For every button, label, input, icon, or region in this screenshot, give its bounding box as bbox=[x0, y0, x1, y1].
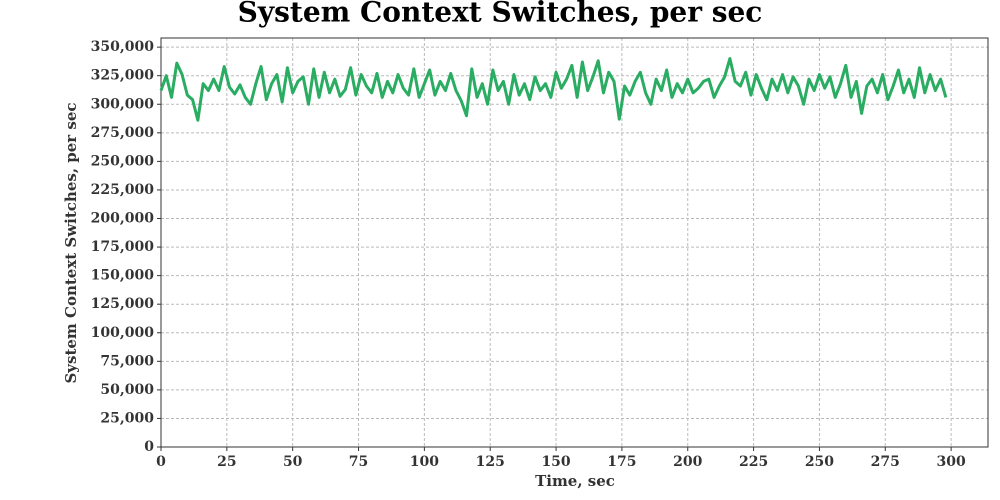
y-tick-label: 25,000 bbox=[100, 410, 154, 426]
x-tick-label: 150 bbox=[541, 454, 570, 470]
x-tick-label: 75 bbox=[349, 454, 368, 470]
x-tick-label: 225 bbox=[739, 454, 768, 470]
plot-frame bbox=[160, 37, 989, 448]
y-tick-label: 325,000 bbox=[91, 68, 155, 84]
x-tick-label: 125 bbox=[476, 454, 505, 470]
y-tick-label: 275,000 bbox=[91, 125, 155, 141]
y-tick-label: 250,000 bbox=[91, 153, 155, 169]
x-tick-label: 200 bbox=[673, 454, 702, 470]
y-tick-label: 225,000 bbox=[91, 182, 155, 198]
y-tick-label: 100,000 bbox=[91, 325, 155, 341]
y-tick-label: 175,000 bbox=[91, 239, 155, 255]
x-tick-label: 100 bbox=[410, 454, 439, 470]
data-line bbox=[159, 57, 948, 122]
x-tick-label: 50 bbox=[283, 454, 303, 470]
y-tick-label: 200,000 bbox=[91, 211, 155, 227]
y-tick-label: 75,000 bbox=[100, 353, 154, 369]
x-tick-label: 300 bbox=[937, 454, 966, 470]
x-tick-label: 25 bbox=[217, 454, 236, 470]
x-tick-label: 250 bbox=[805, 454, 834, 470]
y-tick-label: 300,000 bbox=[91, 96, 155, 112]
y-tick-label: 350,000 bbox=[91, 39, 155, 55]
x-tick-label: 275 bbox=[871, 454, 900, 470]
y-tick-label: 0 bbox=[144, 439, 154, 455]
y-tick-label: 125,000 bbox=[91, 296, 155, 312]
x-axis-label: Time, sec bbox=[535, 472, 615, 490]
x-tick-label: 175 bbox=[607, 454, 636, 470]
y-axis-label: System Context Switches, per sec bbox=[62, 102, 80, 383]
chart-title: System Context Switches, per sec bbox=[238, 0, 763, 29]
y-tick-label: 50,000 bbox=[100, 382, 154, 398]
x-tick-label: 0 bbox=[156, 454, 166, 470]
y-tick-label: 150,000 bbox=[91, 268, 155, 284]
